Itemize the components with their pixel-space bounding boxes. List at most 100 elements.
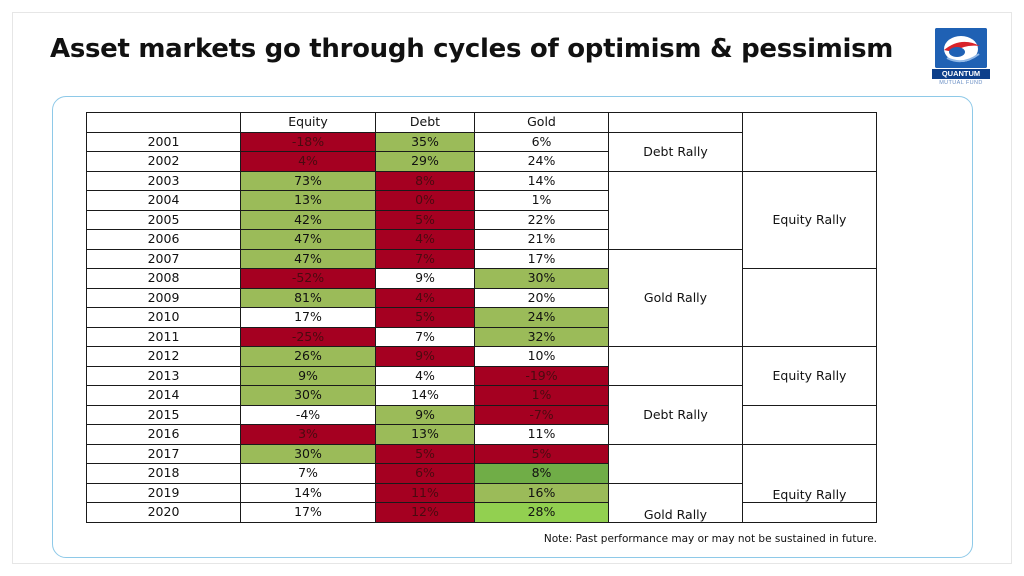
gold-cell: 1% [474, 385, 609, 406]
debt-cell: 11% [375, 482, 475, 503]
equity-cell: 81% [240, 287, 376, 308]
debt-cell: 4% [375, 365, 475, 386]
debt-cell: 5% [375, 443, 475, 464]
gold-cell: 24% [474, 307, 609, 328]
equity-cell: 17% [240, 502, 376, 523]
header-cell-gold: Gold [474, 112, 609, 133]
logo-subtitle: MUTUAL FUND [939, 80, 983, 86]
year-cell: 2005 [86, 209, 241, 230]
gold-cell: 32% [474, 326, 609, 347]
phase-label-equity-rally-2: Equity Rally [742, 346, 877, 406]
gold-cell: 1% [474, 190, 609, 211]
logo-emblem [935, 28, 987, 68]
gold-cell: -7% [474, 404, 609, 425]
returns-table: Equity Debt Gold 2001 -18% 35% 6% Debt Rally 200… [86, 112, 877, 523]
year-cell: 2019 [86, 482, 241, 503]
table-row: 2009 81% 4% 20% [86, 287, 877, 308]
header-cell-equity: Equity [240, 112, 376, 133]
logo-name: QUANTUM [932, 69, 990, 79]
equity-cell: -25% [240, 326, 376, 347]
debt-cell: 4% [375, 229, 475, 250]
equity-cell: 3% [240, 424, 376, 445]
phase-cell-empty [608, 170, 743, 250]
equity-cell: 9% [240, 365, 376, 386]
phase-cell-empty [608, 443, 743, 484]
phase-label-debt-rally-2: Debt Rally [608, 385, 743, 445]
table-row: 2008 -52% 9% 30% [86, 268, 877, 347]
equity-cell: 30% [240, 385, 376, 406]
debt-cell: 0% [375, 190, 475, 211]
phase-cell-empty [742, 502, 877, 523]
debt-cell: 9% [375, 268, 475, 289]
debt-cell: 7% [375, 326, 475, 347]
debt-cell: 4% [375, 287, 475, 308]
slide-title: Asset markets go through cycles of optim… [50, 34, 894, 64]
equity-cell: 13% [240, 190, 376, 211]
debt-cell: 29% [375, 151, 475, 172]
debt-cell: 5% [375, 209, 475, 230]
debt-cell: 6% [375, 463, 475, 484]
gold-cell: 21% [474, 229, 609, 250]
logo-globe-icon [935, 28, 987, 68]
equity-cell: 30% [240, 443, 376, 464]
year-cell: 2013 [86, 365, 241, 386]
phase-cell-empty [742, 112, 877, 172]
quantum-logo: QUANTUM MUTUAL FUND [932, 28, 994, 86]
table-row: 2006 47% 4% 21% [86, 229, 877, 250]
year-cell: 2020 [86, 502, 241, 523]
gold-cell: 28% [474, 502, 609, 523]
gold-cell: 17% [474, 248, 609, 269]
phase-label-equity-rally-1: Equity Rally [742, 170, 877, 269]
equity-cell: 42% [240, 209, 376, 230]
debt-cell: 8% [375, 170, 475, 191]
equity-cell: 17% [240, 307, 376, 328]
gold-cell: 14% [474, 170, 609, 191]
phase-label-gold-rally-1: Gold Rally [608, 248, 743, 347]
equity-cell: -52% [240, 268, 376, 289]
debt-cell: 5% [375, 307, 475, 328]
table-row: 2018 7% 6% 8% [86, 463, 877, 484]
gold-cell: 10% [474, 346, 609, 367]
debt-cell: 12% [375, 502, 475, 523]
table-row: 2004 13% 0% 1% [86, 190, 877, 211]
slide-frame [12, 12, 1012, 564]
table-row: 2019 14% 11% 16% Gold Rally [86, 482, 877, 523]
gold-cell: -19% [474, 365, 609, 386]
year-cell: 2016 [86, 424, 241, 445]
year-cell: 2001 [86, 131, 241, 152]
debt-cell: 7% [375, 248, 475, 269]
gold-cell: 8% [474, 463, 609, 484]
table-row: 2020 17% 12% 28% [86, 502, 877, 523]
equity-cell: 47% [240, 248, 376, 269]
year-cell: 2004 [86, 190, 241, 211]
gold-cell: 24% [474, 151, 609, 172]
year-cell: 2012 [86, 346, 241, 367]
table-row: 2011 -25% 7% 32% [86, 326, 877, 347]
year-cell: 2002 [86, 151, 241, 172]
phase-cell-empty [608, 346, 743, 386]
debt-cell: 9% [375, 404, 475, 425]
debt-cell: 13% [375, 424, 475, 445]
equity-cell: 73% [240, 170, 376, 191]
phase-label-debt-rally-1: Debt Rally [608, 131, 743, 172]
phase-label-gold-rally-2: Gold Rally [608, 482, 743, 523]
phase-cell-empty [742, 268, 877, 347]
year-cell: 2009 [86, 287, 241, 308]
debt-cell: 35% [375, 131, 475, 152]
year-cell: 2014 [86, 385, 241, 406]
table-row: 2001 -18% 35% 6% Debt Rally [86, 131, 877, 172]
table-row: 2014 30% 14% 1% Debt Rally [86, 385, 877, 445]
year-cell: 2017 [86, 443, 241, 464]
footnote: Note: Past performance may or may not be… [543, 533, 877, 545]
debt-cell: 9% [375, 346, 475, 367]
table-row: 2012 26% 9% 10% Equity Rally [86, 346, 877, 406]
gold-cell: 16% [474, 482, 609, 503]
phase-cell-empty [742, 404, 877, 445]
equity-cell: -18% [240, 131, 376, 152]
table-row: 2003 73% 8% 14% Equity Rally [86, 170, 877, 269]
table-header-row: Equity Debt Gold [86, 112, 877, 172]
gold-cell: 20% [474, 287, 609, 308]
header-cell-debt: Debt [375, 112, 475, 133]
gold-cell: 11% [474, 424, 609, 445]
gold-cell: 22% [474, 209, 609, 230]
